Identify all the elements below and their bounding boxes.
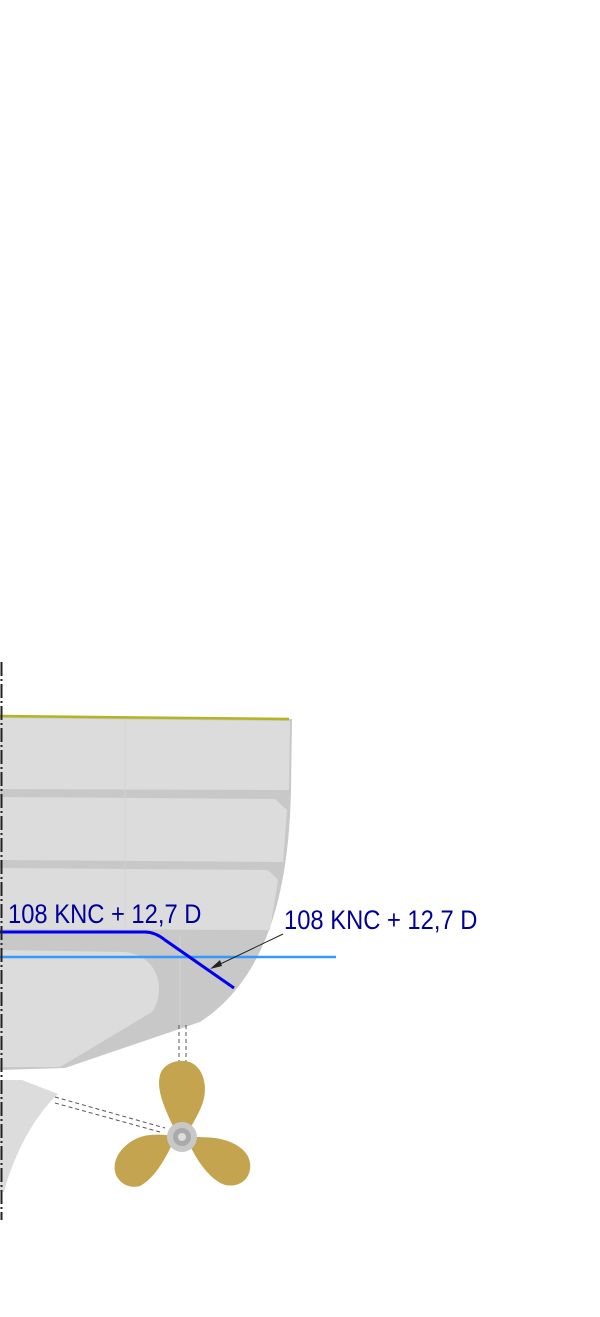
compartment-bottom: [0, 950, 160, 1067]
shaft-lines: [54, 1025, 187, 1133]
propeller-hub-center: [178, 1133, 186, 1141]
coating-line: [0, 930, 235, 990]
compartment-lower: [0, 868, 278, 930]
compartment-upper: [0, 718, 290, 790]
coating-label-callout: 108 KNC + 12,7 D: [284, 906, 477, 936]
arrow-head-icon: [210, 960, 222, 969]
callout-arrow: [213, 933, 284, 968]
skeg: [0, 1080, 58, 1192]
coating-label-inner: 108 KNC + 12,7 D: [8, 900, 201, 930]
propeller-icon: [114, 1060, 251, 1187]
compartment-middle: [0, 797, 287, 862]
deck-line: [0, 714, 290, 721]
